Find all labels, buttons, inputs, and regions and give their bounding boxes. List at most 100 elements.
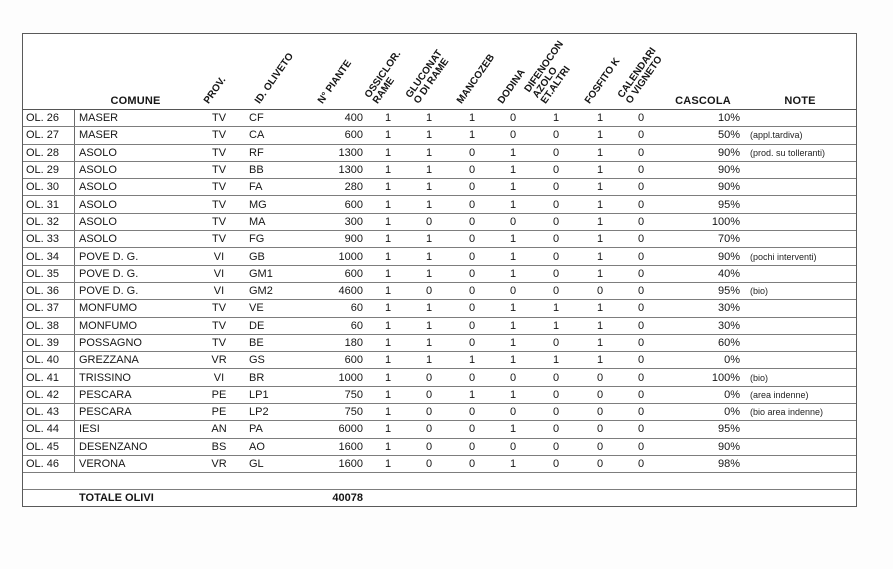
cell-ossicloruro-rame: 1	[384, 423, 392, 436]
cell-prov: TV	[211, 181, 227, 194]
cell-mancozeb: 0	[468, 285, 476, 298]
cell-mancozeb: 1	[468, 388, 476, 401]
cell-id-oliveto: CA	[249, 129, 265, 142]
cell-cascola: 10%	[717, 112, 740, 125]
cell-ossicloruro-rame: 1	[384, 302, 392, 315]
cell-id-oliveto: VE	[249, 302, 264, 315]
cell-n-piante: 280	[344, 181, 363, 194]
cell-difenoconazolo: 0	[552, 267, 560, 280]
cell-n-piante: 750	[344, 406, 363, 419]
cell-ossicloruro-rame: 1	[384, 164, 392, 177]
cell-gluconato-di-rame: 1	[425, 233, 433, 246]
cell-cascola: 40%	[717, 267, 740, 280]
cell-ossicloruro-rame: 1	[384, 233, 392, 246]
cell-fosfito-k: 1	[596, 302, 604, 315]
cell-mancozeb: 0	[468, 440, 476, 453]
cell-calendario-vigneto: 0	[637, 267, 645, 280]
table-row: OL. 46 VERONA VR GL 1600 1 0 0 1 0 0 0 9…	[23, 455, 856, 474]
cell-dodina: 1	[509, 458, 517, 471]
cell-gluconato-di-rame: 1	[425, 337, 433, 349]
table-row: OL. 45 DESENZANO BS AO 1600 1 0 0 0 0 0 …	[23, 438, 856, 456]
cell-id-oliveto: RF	[249, 146, 264, 159]
cell-ossicloruro-rame: 1	[384, 215, 392, 228]
cell-dodina: 0	[509, 215, 517, 228]
cell-comune: MONFUMO	[79, 302, 138, 315]
cell-cascola: 0%	[724, 388, 740, 401]
cell-row-id: OL. 34	[23, 248, 75, 265]
cell-row-id: OL. 26	[23, 110, 75, 127]
cell-prov: TV	[211, 319, 227, 332]
cell-prov: VR	[211, 458, 227, 471]
cell-ossicloruro-rame: 1	[384, 319, 392, 332]
table-row: OL. 27 MASER TV CA 600 1 1 1 0 0 1 0 50%…	[23, 127, 856, 145]
cell-mancozeb: 0	[468, 164, 476, 177]
cell-row-id: OL. 41	[23, 369, 75, 386]
cell-comune: ASOLO	[79, 215, 117, 228]
cell-n-piante: 4600	[338, 285, 363, 298]
cell-id-oliveto: GB	[249, 250, 265, 263]
cell-note: (pochi interventi)	[750, 251, 817, 262]
cell-dodina: 1	[509, 250, 517, 263]
cell-dodina: 1	[509, 233, 517, 246]
table-body: OL. 26 MASER TV CF 400 1 1 1 0 1 1 0 10%…	[23, 110, 856, 474]
cell-row-id: OL. 27	[23, 127, 75, 144]
cell-gluconato-di-rame: 1	[425, 198, 433, 211]
cell-cascola: 50%	[717, 129, 740, 142]
cell-comune: MASER	[79, 112, 119, 125]
cell-dodina: 1	[509, 164, 517, 177]
cell-fosfito-k: 0	[596, 458, 604, 471]
cell-cascola: 100%	[711, 215, 740, 228]
cell-prov: VI	[213, 371, 225, 384]
cell-cascola: 0%	[724, 406, 740, 419]
cell-ossicloruro-rame: 1	[384, 146, 392, 159]
cell-comune: ASOLO	[79, 146, 117, 159]
cell-note: (area indenne)	[750, 389, 809, 400]
cell-id-oliveto: BR	[249, 371, 265, 384]
cell-id-oliveto: DE	[249, 319, 265, 332]
cell-mancozeb: 0	[468, 250, 476, 263]
cell-id-oliveto: PA	[249, 423, 263, 436]
cell-ossicloruro-rame: 1	[384, 406, 392, 419]
cell-prov: TV	[211, 233, 227, 246]
cell-difenoconazolo: 0	[552, 129, 560, 142]
cell-prov: VI	[213, 267, 225, 280]
cell-prov: TV	[211, 164, 227, 177]
total-piante-value: 40078	[332, 491, 363, 504]
cell-gluconato-di-rame: 1	[425, 164, 433, 177]
cell-row-id: OL. 35	[23, 265, 75, 282]
cell-mancozeb: 0	[468, 181, 476, 194]
cell-ossicloruro-rame: 1	[384, 388, 392, 401]
cell-difenoconazolo: 0	[552, 458, 560, 471]
cell-prov: VI	[213, 250, 225, 263]
cell-calendario-vigneto: 0	[637, 146, 645, 159]
cell-n-piante: 1300	[338, 146, 363, 159]
column-header-ossicloruro-rame: OSSICLOR. RAME	[362, 48, 404, 106]
cell-n-piante: 750	[344, 388, 363, 401]
cell-mancozeb: 0	[468, 319, 476, 332]
cell-ossicloruro-rame: 1	[384, 458, 392, 471]
column-header-calendario-vigneto: CALENDARI O VIGNETO	[615, 45, 665, 106]
cell-comune: MONFUMO	[79, 319, 138, 332]
cell-comune: MASER	[79, 129, 119, 142]
cell-mancozeb: 0	[468, 337, 476, 349]
cell-n-piante: 1300	[338, 164, 363, 177]
cell-cascola: 70%	[717, 233, 740, 246]
cell-fosfito-k: 1	[596, 146, 604, 159]
cell-calendario-vigneto: 0	[637, 112, 645, 125]
cell-gluconato-di-rame: 0	[425, 215, 433, 228]
cell-row-id: OL. 33	[23, 231, 75, 248]
cell-prov: AN	[211, 423, 227, 436]
cell-row-id: OL. 29	[23, 161, 75, 179]
cell-calendario-vigneto: 0	[637, 129, 645, 142]
table-row: OL. 26 MASER TV CF 400 1 1 1 0 1 1 0 10%	[23, 110, 856, 128]
cell-prov: TV	[211, 337, 227, 349]
cell-id-oliveto: GS	[249, 354, 265, 367]
cell-prov: TV	[211, 302, 227, 315]
cell-gluconato-di-rame: 1	[425, 146, 433, 159]
cell-ossicloruro-rame: 1	[384, 440, 392, 453]
total-row: TOTALE OLIVI 40078	[23, 489, 856, 507]
cell-calendario-vigneto: 0	[637, 215, 645, 228]
column-header-mancozeb: MANCOZEB	[454, 52, 498, 106]
cell-ossicloruro-rame: 1	[384, 371, 392, 384]
cell-row-id: OL. 45	[23, 438, 75, 455]
